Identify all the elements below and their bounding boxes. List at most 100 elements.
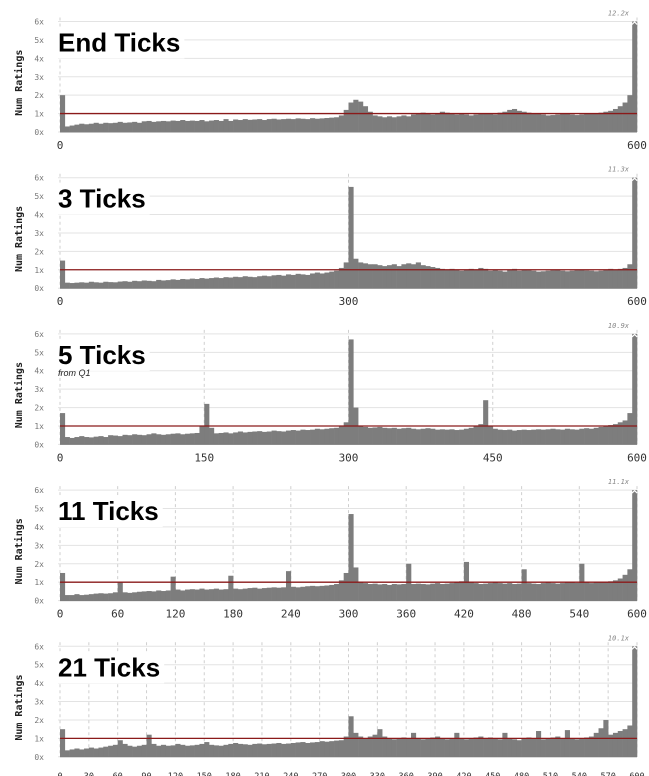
y-tick-label: 2x [34,716,44,725]
bar [536,113,542,132]
bar [88,594,94,601]
bar [425,738,431,757]
bar [108,282,114,289]
chart-title: 11 Ticks [58,496,159,526]
bar [261,744,268,757]
bar [406,116,412,132]
bar [540,739,546,757]
bar [132,434,138,445]
x-tick-label: 540 [572,772,587,776]
bar [608,425,614,445]
bar [555,429,561,445]
bar [483,400,489,445]
bar [324,428,330,445]
bar [502,271,508,289]
bar [180,278,186,289]
bar [411,114,417,132]
bar [449,268,455,289]
y-tick-label: 4x [34,54,44,63]
bar [358,582,364,601]
bar [396,116,402,132]
bar [348,514,354,601]
bar [348,102,354,132]
bar [69,125,75,132]
bar [88,747,94,757]
x-tick-label: 540 [569,608,589,621]
bar [574,115,580,132]
bar [478,584,484,601]
bar [127,592,133,601]
bar [545,582,551,601]
bar [487,270,494,289]
bar [430,267,436,289]
bar [213,120,219,132]
bar [271,118,277,132]
bar [122,434,128,445]
x-tick-label: 600 [629,772,644,776]
bar [64,282,70,289]
bar [444,112,450,132]
bar [276,274,282,289]
bar [175,433,181,445]
bar [430,583,436,601]
bar [569,429,575,445]
bar [103,122,109,132]
bar [209,589,215,601]
bar [487,425,494,445]
bar [281,587,287,601]
bar [415,429,421,445]
bar [425,266,431,289]
x-tick-label: 300 [341,772,356,776]
bar [305,274,311,289]
bar [358,425,364,445]
bar [536,584,542,601]
bar [247,431,253,445]
bar [88,281,94,289]
bar [343,736,349,757]
bar [84,282,90,289]
bar [305,430,311,445]
y-tick-label: 0x [34,753,44,762]
bar [391,427,397,445]
bar [353,567,359,601]
bar [353,732,359,757]
bar [281,743,287,757]
bar [435,267,441,289]
bar [348,186,354,289]
bar [608,581,614,601]
bar [156,279,162,289]
bar [579,269,585,289]
bar [386,265,393,289]
bar [598,112,604,132]
bar [204,403,210,445]
bar [608,734,614,757]
bar [550,115,556,132]
bar [540,271,546,289]
bar [396,738,402,757]
bar [627,725,633,757]
bar [348,339,354,445]
bar [406,427,412,445]
x-tick-label: 450 [483,451,503,464]
bar [511,584,518,601]
bar [478,113,484,132]
bar [478,424,484,445]
x-tick-label: 570 [600,772,615,776]
bar [165,280,171,289]
bar [112,282,118,289]
bar [521,269,527,289]
x-tick-label: 60 [111,608,124,621]
y-tick-label: 1x [34,422,44,431]
bar [492,269,498,289]
bar [439,111,445,132]
bar [555,269,561,289]
bar [290,430,296,445]
bar [564,428,570,445]
bar [560,270,566,289]
bar [98,593,104,601]
bar [79,436,85,445]
bar [574,270,580,289]
bar [622,729,628,757]
bar [194,744,200,757]
bar [382,266,388,289]
